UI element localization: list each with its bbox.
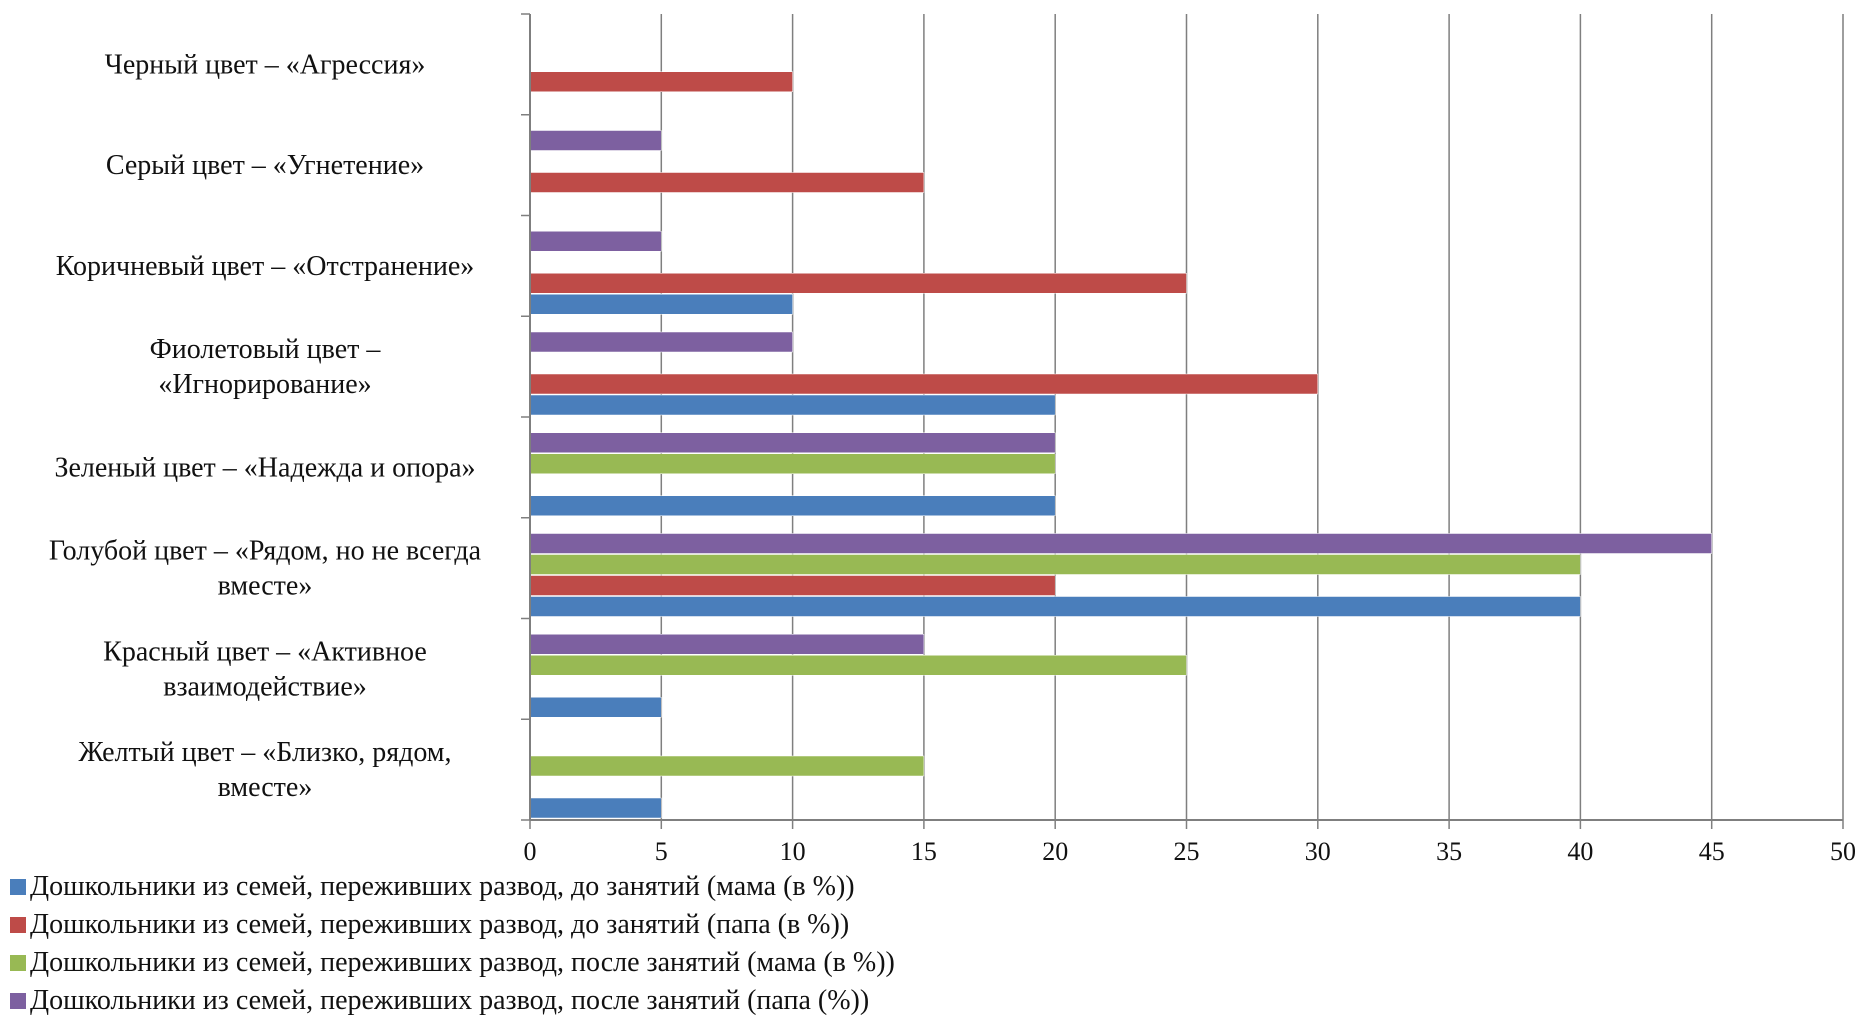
legend-swatch: [10, 917, 26, 933]
bar: [529, 71, 793, 92]
category-label: Желтый цвет – «Близко, рядом, вместе»: [78, 737, 451, 803]
bar: [529, 394, 1056, 416]
bar: [529, 596, 1581, 617]
x-tick-label: 5: [655, 837, 668, 866]
x-tick-label: 10: [780, 837, 806, 866]
bar: [529, 172, 925, 193]
x-tick-label: 40: [1567, 837, 1593, 866]
gridlines: [660, 14, 1844, 820]
x-tick-label: 30: [1305, 837, 1331, 866]
x-tick-label: 25: [1174, 837, 1200, 866]
bar: [529, 697, 662, 718]
bar: [529, 655, 1187, 676]
x-tick-label: 20: [1042, 837, 1068, 866]
bar: [529, 373, 1319, 395]
category-label: Серый цвет – «Угнетение»: [106, 150, 424, 181]
x-tick-label: 45: [1699, 837, 1725, 866]
bar: [529, 755, 925, 777]
legend-swatch: [10, 879, 26, 895]
category-label: Коричневый цвет – «Отстранение»: [56, 251, 475, 282]
bar-chart: 0 5 10 15 20 25 30 35 40 45 50 Желтый цвет – «Близ…: [49, 13, 1857, 866]
legend-item: Дошкольники из семей, переживших развод,…: [10, 982, 895, 1020]
legend-label: Дошкольники из семей, переживших развод,…: [30, 985, 870, 1016]
x-tick-label: 50: [1830, 837, 1856, 866]
bar: [529, 231, 662, 252]
category-label: Голубой цвет – «Рядом, но не всегда вмест…: [49, 536, 482, 602]
legend-label: Дошкольники из семей, переживших развод,…: [30, 947, 895, 978]
legend-item: Дошкольники из семей, переживших развод,…: [10, 906, 895, 944]
x-tick-labels: 0 5 10 15 20 25 30 35 40 45 50: [524, 837, 1857, 866]
legend-swatch: [10, 993, 26, 1009]
axes: [521, 13, 1844, 829]
bars: [529, 71, 1712, 819]
legend-item: Дошкольники из семей, переживших развод,…: [10, 944, 895, 982]
x-tick-label: 35: [1436, 837, 1462, 866]
bar: [529, 533, 1712, 554]
bar: [529, 130, 662, 151]
bar: [529, 634, 925, 655]
category-label: Зеленый цвет – «Надежда и опора»: [54, 452, 475, 483]
bar: [529, 331, 793, 353]
x-tick-label: 15: [911, 837, 937, 866]
bar: [529, 432, 1056, 453]
legend-swatch: [10, 955, 26, 971]
x-tick-label: 0: [524, 837, 537, 866]
legend-label: Дошкольники из семей, переживших развод,…: [30, 871, 855, 902]
category-label: Черный цвет – «Агрессия»: [105, 49, 426, 80]
bar: [529, 453, 1056, 474]
bar: [529, 294, 793, 315]
category-labels: Желтый цвет – «Близко, рядом, вместе» Крас…: [49, 49, 482, 803]
category-label: Фиолетовый цвет – «Игнорирование»: [150, 334, 382, 400]
legend: Дошкольники из семей, переживших развод,…: [10, 868, 895, 1020]
bar: [529, 797, 662, 819]
bar: [529, 273, 1187, 294]
legend-item: Дошкольники из семей, переживших развод,…: [10, 868, 895, 906]
legend-label: Дошкольники из семей, переживших развод,…: [30, 909, 850, 940]
bar: [529, 495, 1056, 516]
bar: [529, 575, 1056, 596]
category-label: Красный цвет – «Активное взаимодействие»: [103, 636, 427, 702]
bar: [529, 554, 1581, 575]
